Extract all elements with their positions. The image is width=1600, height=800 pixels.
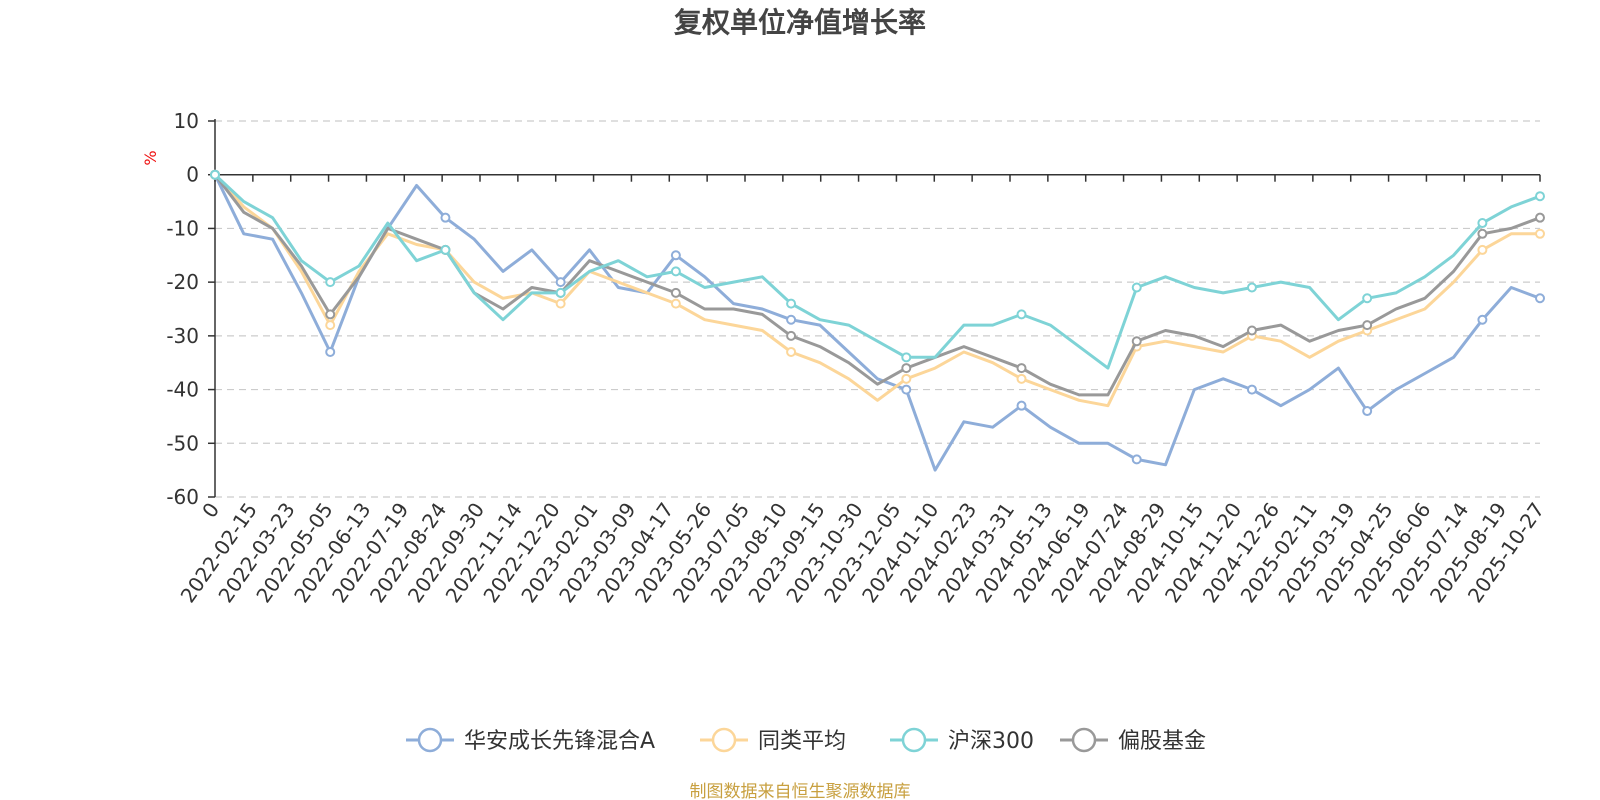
data-point xyxy=(1362,320,1373,331)
data-point xyxy=(1477,228,1488,239)
data-point xyxy=(1535,191,1545,202)
data-point xyxy=(786,298,797,309)
series-1 xyxy=(210,169,1545,408)
data-point xyxy=(1131,282,1142,293)
legend-label: 沪深300 xyxy=(948,729,1034,754)
legend-label: 偏股基金 xyxy=(1118,729,1206,754)
legend-marker xyxy=(417,727,443,753)
legend-item-0[interactable]: 华安成长先锋混合A xyxy=(406,727,655,754)
data-point xyxy=(1246,325,1257,336)
data-point xyxy=(1477,218,1488,229)
data-point xyxy=(325,277,336,288)
data-point xyxy=(1535,212,1545,223)
legend-marker xyxy=(711,727,737,753)
chart-title: 复权单位净值增长率 xyxy=(674,6,926,39)
y-tick-label: 0 xyxy=(186,163,199,187)
data-point xyxy=(1477,314,1488,325)
series-group xyxy=(210,169,1545,472)
data-point xyxy=(1131,454,1142,465)
series-line xyxy=(213,173,1540,408)
grid xyxy=(215,120,1540,498)
data-point xyxy=(1477,244,1488,255)
series-line xyxy=(213,173,1541,397)
data-point xyxy=(1016,373,1027,384)
series-line xyxy=(213,174,1541,472)
data-point xyxy=(670,287,681,298)
legend-marker xyxy=(1071,727,1097,753)
data-point xyxy=(1246,384,1257,395)
data-point xyxy=(1131,336,1142,347)
y-tick-label: 10 xyxy=(174,109,199,133)
y-tick-label: -30 xyxy=(166,324,199,348)
data-point xyxy=(1362,293,1373,304)
y-tick-label: -40 xyxy=(166,378,199,402)
series-0 xyxy=(210,169,1545,472)
y-tick-label: -50 xyxy=(166,431,199,455)
data-point xyxy=(1016,400,1027,411)
y-tick-label: -60 xyxy=(166,485,199,509)
source-note: 制图数据来自恒生聚源数据库 xyxy=(690,782,911,800)
data-point xyxy=(670,298,681,309)
legend-item-3[interactable]: 偏股基金 xyxy=(1060,727,1206,754)
series-2 xyxy=(210,169,1545,370)
data-point xyxy=(901,373,912,384)
series-line xyxy=(213,173,1541,370)
legend[interactable]: 华安成长先锋混合A 同类平均 沪深300 偏股基金 xyxy=(406,727,1206,754)
data-point xyxy=(1016,309,1027,320)
data-point xyxy=(440,212,451,223)
data-point xyxy=(786,330,797,341)
data-point xyxy=(1016,363,1027,374)
legend-marker xyxy=(901,727,927,753)
data-point xyxy=(325,320,336,331)
data-point xyxy=(670,266,681,277)
legend-label: 同类平均 xyxy=(758,729,846,754)
data-point xyxy=(325,309,336,320)
data-point xyxy=(901,384,912,395)
series-3 xyxy=(210,169,1545,397)
y-tick-label: -20 xyxy=(166,270,199,294)
data-point xyxy=(786,346,797,357)
y-tick-label: -10 xyxy=(166,216,199,240)
data-point xyxy=(901,363,912,374)
y-axis: 10 0 -10 -20 -30 -40 -50 -60 xyxy=(166,109,216,509)
data-point xyxy=(210,169,220,180)
data-point xyxy=(901,352,912,363)
data-point xyxy=(1246,282,1257,293)
legend-item-2[interactable]: 沪深300 xyxy=(890,727,1034,754)
data-point xyxy=(555,277,566,288)
data-point xyxy=(440,244,451,255)
data-point xyxy=(325,346,336,357)
data-point xyxy=(670,250,681,261)
legend-label: 华安成长先锋混合A xyxy=(464,729,655,754)
y-axis-label: % xyxy=(141,150,160,165)
data-point xyxy=(1535,228,1545,239)
legend-item-1[interactable]: 同类平均 xyxy=(700,727,846,754)
data-point xyxy=(555,287,566,298)
x-tick-label: 0 xyxy=(197,498,224,522)
data-point xyxy=(1535,293,1545,304)
data-point xyxy=(555,298,566,309)
data-point xyxy=(1362,406,1373,417)
data-point xyxy=(786,314,797,325)
